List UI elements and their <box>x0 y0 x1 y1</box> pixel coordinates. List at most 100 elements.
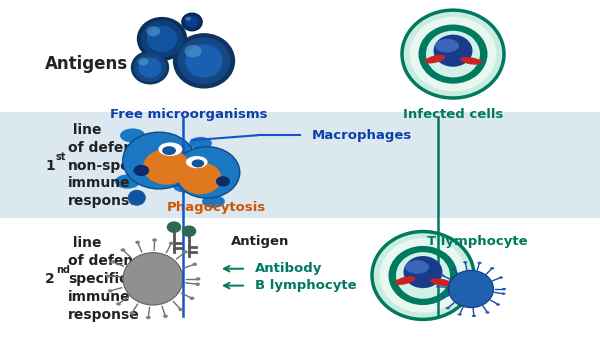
Text: nd: nd <box>56 265 70 275</box>
Ellipse shape <box>181 13 203 31</box>
Ellipse shape <box>189 137 212 150</box>
Text: T lymphocyte: T lymphocyte <box>427 235 527 248</box>
Text: line
of defence
specific
immune
response: line of defence specific immune response <box>68 236 151 321</box>
FancyBboxPatch shape <box>0 112 600 218</box>
Ellipse shape <box>123 132 195 189</box>
Ellipse shape <box>472 315 476 317</box>
Ellipse shape <box>169 242 174 245</box>
Ellipse shape <box>425 55 445 64</box>
Ellipse shape <box>450 266 454 268</box>
Ellipse shape <box>158 142 182 156</box>
Ellipse shape <box>191 160 204 167</box>
Text: Antigens: Antigens <box>45 55 128 73</box>
Ellipse shape <box>216 176 230 187</box>
Ellipse shape <box>123 252 183 305</box>
Ellipse shape <box>436 286 440 288</box>
Ellipse shape <box>185 16 199 28</box>
Ellipse shape <box>128 190 146 206</box>
Text: Antibody: Antibody <box>255 262 322 275</box>
Ellipse shape <box>435 39 459 52</box>
Ellipse shape <box>115 174 140 189</box>
Ellipse shape <box>152 238 157 242</box>
Text: Antigen: Antigen <box>231 235 289 248</box>
Ellipse shape <box>463 261 467 264</box>
Text: 2: 2 <box>45 272 55 286</box>
Ellipse shape <box>106 274 110 278</box>
Ellipse shape <box>460 57 482 65</box>
Ellipse shape <box>120 128 145 143</box>
Ellipse shape <box>143 149 190 185</box>
Ellipse shape <box>183 14 201 30</box>
Ellipse shape <box>130 312 134 315</box>
Ellipse shape <box>133 165 149 176</box>
Ellipse shape <box>147 26 177 52</box>
Ellipse shape <box>173 33 235 89</box>
Ellipse shape <box>185 45 202 57</box>
Ellipse shape <box>185 17 191 21</box>
Ellipse shape <box>186 156 208 168</box>
Text: 1: 1 <box>45 159 55 173</box>
Ellipse shape <box>404 256 443 288</box>
Text: Infected cells: Infected cells <box>403 108 503 121</box>
Ellipse shape <box>419 25 487 83</box>
Ellipse shape <box>138 58 149 66</box>
Ellipse shape <box>183 250 188 254</box>
Ellipse shape <box>167 222 181 232</box>
Ellipse shape <box>496 303 500 306</box>
Ellipse shape <box>134 53 166 82</box>
Text: B lymphocyte: B lymphocyte <box>255 279 356 292</box>
Ellipse shape <box>499 276 503 279</box>
Ellipse shape <box>146 316 151 319</box>
Ellipse shape <box>438 297 442 299</box>
Ellipse shape <box>433 34 473 67</box>
Ellipse shape <box>502 288 506 290</box>
Ellipse shape <box>193 263 197 266</box>
Text: Free microorganisms: Free microorganisms <box>110 108 268 121</box>
Ellipse shape <box>485 311 490 314</box>
Ellipse shape <box>116 302 121 306</box>
Text: st: st <box>56 152 66 162</box>
Ellipse shape <box>396 252 450 299</box>
Ellipse shape <box>140 20 184 57</box>
Ellipse shape <box>131 51 169 84</box>
Ellipse shape <box>372 232 474 319</box>
Ellipse shape <box>395 276 415 285</box>
Ellipse shape <box>195 283 200 286</box>
Text: Phagocytosis: Phagocytosis <box>166 201 266 214</box>
Text: Macrophages: Macrophages <box>312 129 412 142</box>
Ellipse shape <box>389 246 458 305</box>
Ellipse shape <box>490 267 494 269</box>
Ellipse shape <box>190 297 194 300</box>
Ellipse shape <box>410 17 496 91</box>
Ellipse shape <box>402 10 504 98</box>
Ellipse shape <box>178 37 230 84</box>
Text: line
of defence
non-specific
immune
response: line of defence non-specific immune resp… <box>68 123 162 208</box>
Ellipse shape <box>405 260 429 274</box>
Ellipse shape <box>121 248 125 252</box>
Ellipse shape <box>182 226 196 236</box>
Ellipse shape <box>108 289 113 293</box>
Ellipse shape <box>458 313 462 316</box>
Ellipse shape <box>440 274 445 276</box>
Ellipse shape <box>163 315 168 318</box>
Ellipse shape <box>502 292 506 295</box>
Ellipse shape <box>146 26 160 36</box>
Ellipse shape <box>162 146 176 155</box>
Ellipse shape <box>446 307 450 309</box>
Ellipse shape <box>139 57 161 78</box>
Ellipse shape <box>196 277 200 281</box>
Ellipse shape <box>426 31 480 77</box>
Ellipse shape <box>185 44 223 77</box>
Ellipse shape <box>110 260 115 264</box>
Ellipse shape <box>174 147 240 198</box>
Ellipse shape <box>449 270 493 308</box>
Ellipse shape <box>430 279 452 286</box>
Ellipse shape <box>137 17 187 61</box>
Ellipse shape <box>478 262 482 264</box>
Ellipse shape <box>178 308 183 311</box>
Ellipse shape <box>380 238 466 313</box>
Ellipse shape <box>202 195 225 208</box>
Ellipse shape <box>159 171 182 184</box>
Ellipse shape <box>173 178 198 193</box>
Ellipse shape <box>179 162 221 194</box>
